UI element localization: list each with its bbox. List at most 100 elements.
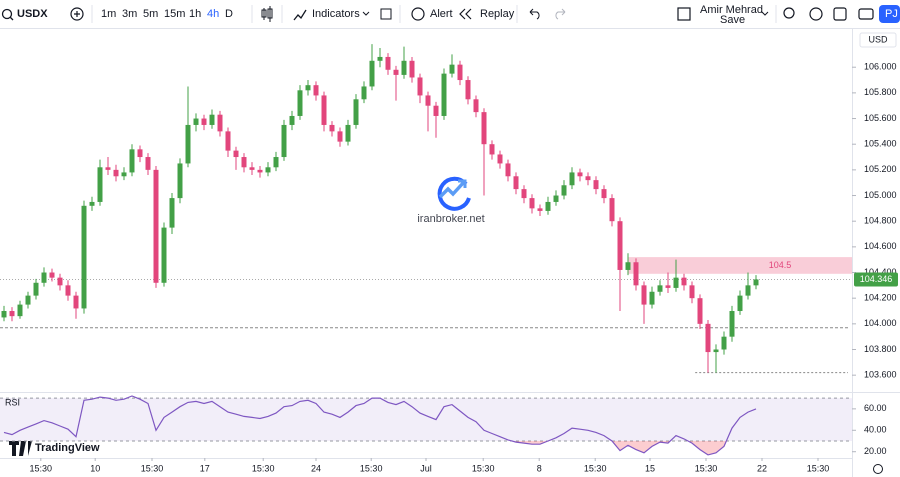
- y-tick-label: 104.400: [864, 267, 897, 277]
- candle-body: [225, 131, 231, 151]
- candle-body: [401, 60, 407, 75]
- candle-body: [593, 180, 599, 190]
- candle-body: [81, 205, 87, 309]
- symbol[interactable]: USDX: [17, 8, 48, 20]
- candle-body: [169, 198, 175, 228]
- rsi-line: [3, 395, 757, 456]
- rsi-label: RSI: [5, 397, 20, 407]
- candle-body: [465, 80, 471, 100]
- candle-body: [673, 277, 679, 288]
- x-tick-label: 15:30: [141, 463, 164, 473]
- interval-button[interactable]: 5m: [143, 8, 158, 20]
- y-tick-label: 105.600: [864, 113, 897, 123]
- price-tag-label: 104.346: [860, 274, 893, 284]
- alert-button[interactable]: Alert: [430, 8, 453, 20]
- candle-body: [185, 124, 191, 164]
- candle-body: [553, 195, 559, 202]
- candle-body: [473, 99, 479, 113]
- candle-body: [497, 154, 503, 164]
- add-symbol[interactable]: [70, 7, 84, 21]
- templates-icon[interactable]: [380, 8, 392, 20]
- avatar[interactable]: [879, 5, 900, 23]
- interval-button[interactable]: 1m: [101, 8, 116, 20]
- candle-body: [297, 90, 303, 116]
- candle-body: [377, 56, 383, 61]
- interval-button[interactable]: 4h: [207, 8, 219, 20]
- undo[interactable]: [529, 8, 540, 20]
- dropdown[interactable]: [362, 11, 370, 16]
- y-tick-label: 105.000: [864, 190, 897, 200]
- interval-button[interactable]: 15m: [164, 8, 185, 20]
- search-icon[interactable]: [1, 8, 13, 20]
- candle-body: [257, 169, 263, 173]
- indicators-icon: [293, 9, 307, 21]
- candle-body: [609, 198, 615, 222]
- indicators-button[interactable]: Indicators: [312, 8, 360, 20]
- x-tick-label: 8: [537, 463, 542, 473]
- quick-search[interactable]: [783, 7, 795, 19]
- redo[interactable]: [555, 8, 566, 20]
- candle-body: [369, 60, 375, 87]
- interval-button[interactable]: 1h: [189, 8, 201, 20]
- interval-button[interactable]: D: [225, 8, 233, 20]
- candle-body: [729, 311, 735, 337]
- candle-body: [585, 176, 591, 181]
- layout-checkbox[interactable]: [677, 7, 691, 21]
- candle-body: [337, 131, 343, 142]
- interval-button[interactable]: 3m: [122, 8, 137, 20]
- candle-body: [665, 285, 671, 288]
- settings-icon[interactable]: [809, 7, 823, 21]
- candle-body: [529, 198, 535, 209]
- user-name[interactable]: Amir Mehrad: [700, 4, 763, 16]
- y-tick-label: 103.800: [864, 344, 897, 354]
- price-tag: [854, 272, 898, 287]
- candle-body: [713, 349, 719, 353]
- candle-body: [217, 114, 223, 132]
- y-tick-label: 103.600: [864, 370, 897, 380]
- candle-body: [177, 163, 183, 199]
- currency-box[interactable]: [859, 32, 897, 48]
- x-tick-label: 22: [757, 463, 767, 473]
- candle-body: [273, 157, 279, 168]
- x-tick-label: 15:30: [695, 463, 718, 473]
- scale-settings[interactable]: [873, 464, 883, 474]
- toolbar: USDX 1m 3m 5m 15m 1h 4h D Indicators Alert Rep…: [1, 4, 900, 26]
- candle-body: [409, 60, 415, 78]
- alert-icon: [411, 7, 425, 21]
- candle-body: [577, 172, 583, 177]
- rsi-band: [0, 398, 852, 441]
- candle-body: [249, 167, 255, 170]
- fullscreen-icon[interactable]: [833, 7, 847, 21]
- candle-body: [57, 277, 63, 286]
- x-tick-label: 15: [645, 463, 655, 473]
- snapshot-icon[interactable]: [858, 8, 874, 20]
- candle-body: [193, 118, 199, 125]
- search-icon-handle: [9, 16, 14, 21]
- save-status[interactable]: Save: [720, 14, 745, 26]
- candle-body: [145, 157, 151, 170]
- chart-type-icon[interactable]: [261, 6, 273, 22]
- candle-body: [457, 64, 463, 81]
- candle-body: [505, 163, 511, 177]
- candle-body: [265, 167, 271, 173]
- candle-body: [65, 285, 71, 296]
- candle-body: [105, 167, 111, 170]
- candle-body: [625, 262, 631, 270]
- currency[interactable]: USD: [868, 34, 888, 44]
- dropdown[interactable]: [761, 11, 769, 16]
- candle-body: [305, 85, 311, 91]
- candle-body: [201, 118, 207, 125]
- x-tick-label: 15:30: [30, 463, 53, 473]
- candle-body: [569, 172, 575, 186]
- candle-body: [97, 167, 103, 202]
- brand-logo: [9, 441, 32, 456]
- zone: [628, 257, 852, 274]
- candle-body: [73, 295, 79, 309]
- candle-body: [753, 279, 759, 286]
- candle-body: [233, 150, 239, 158]
- rsi-tick-label: 60.00: [864, 403, 887, 413]
- replay-button[interactable]: Replay: [480, 8, 515, 20]
- candle-body: [89, 201, 95, 206]
